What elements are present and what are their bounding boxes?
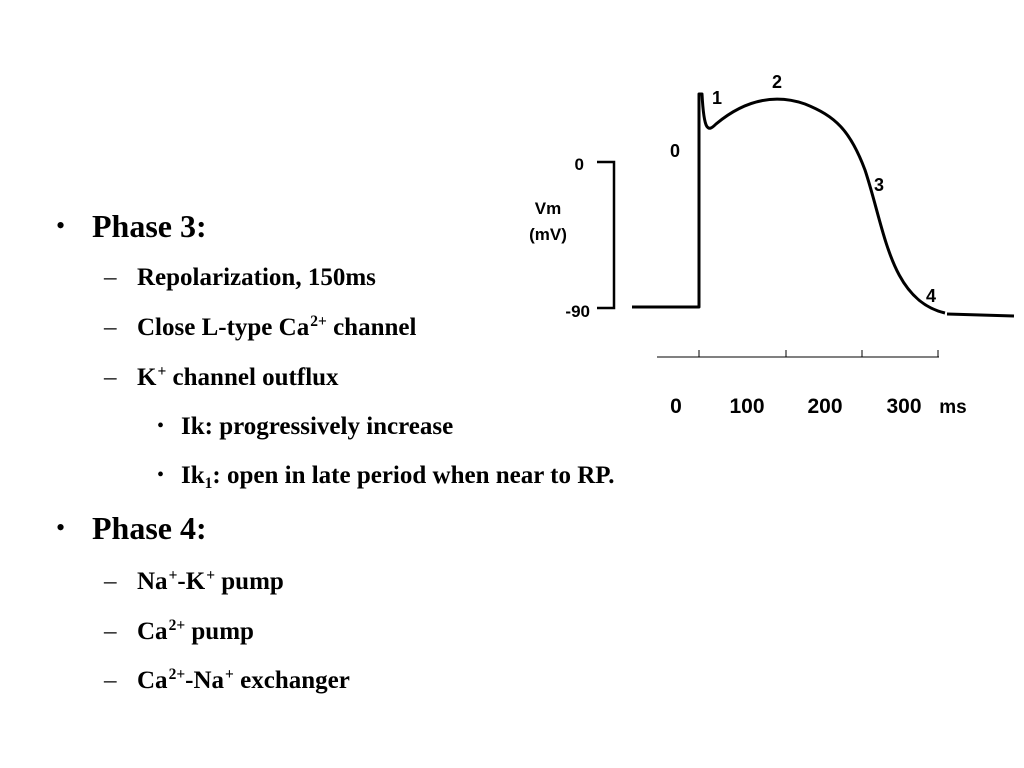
phase-4-title: Phase 4: [92,510,207,546]
sub-bullet-na-k-pump: – Na+-K+ pump [104,567,284,596]
dash-mark: – [104,364,117,391]
bullet-dot: • [157,415,165,437]
k-outflux-text: K+ channel outflux [137,363,339,391]
phase-label-1: 1 [712,88,722,108]
sub-sub-bullet-ik1: • Ik1: open in late period when near to … [157,462,615,492]
phase-label-4: 4 [926,286,936,306]
x-tick-0: 0 [670,395,682,418]
ik1-text: Ik1: open in late period when near to RP… [181,462,615,492]
y-scale-bracket [597,160,616,310]
phase-3-title: Phase 3: [92,208,207,244]
dash-mark: – [104,618,117,645]
dash-mark: – [104,314,117,341]
dash-mark: – [104,264,117,291]
repolarization-text: Repolarization, 150ms [137,264,376,291]
y-tick-minus-90: -90 [565,302,590,321]
ca-pump-text: Ca2+ pump [137,617,254,645]
y-tick-0: 0 [575,155,584,174]
dash-mark: – [104,667,117,694]
sub-bullet-ca-pump: – Ca2+ pump [104,617,254,646]
x-tick-100: 100 [729,395,764,418]
dash-mark: – [104,568,117,595]
bullet-phase-4: • Phase 4: [56,510,207,547]
ik-text: Ik: progressively increase [181,413,454,440]
sub-bullet-k-outflux: – K+ channel outflux [104,363,339,392]
ca-na-exchanger-text: Ca2+-Na+ exchanger [137,666,350,694]
sub-sub-bullet-ik: • Ik: progressively increase [157,413,454,441]
bullet-dot: • [56,211,66,240]
sub-bullet-close-channel: – Close L-type Ca2+ channel [104,313,417,342]
sub-bullet-repolarization: – Repolarization, 150ms [104,264,376,292]
x-unit-ms: ms [939,397,966,418]
y-axis-title-unit: (mV) [529,225,567,244]
phase-label-3: 3 [874,175,884,195]
bullet-dot: • [157,464,165,486]
bullet-dot: • [56,513,66,542]
x-tick-300: 300 [886,395,921,418]
y-axis-title-vm: Vm [535,199,561,218]
phase-label-2: 2 [772,72,782,92]
na-k-pump-text: Na+-K+ pump [137,567,284,595]
phase-label-0: 0 [670,141,680,161]
x-tick-200: 200 [807,395,842,418]
sub-bullet-ca-na-exchanger: – Ca2+-Na+ exchanger [104,666,350,695]
resting-potential-segment [946,312,1015,318]
close-channel-text: Close L-type Ca2+ channel [137,313,417,341]
bullet-phase-3: • Phase 3: [56,208,207,245]
action-potential-trace [632,92,946,315]
